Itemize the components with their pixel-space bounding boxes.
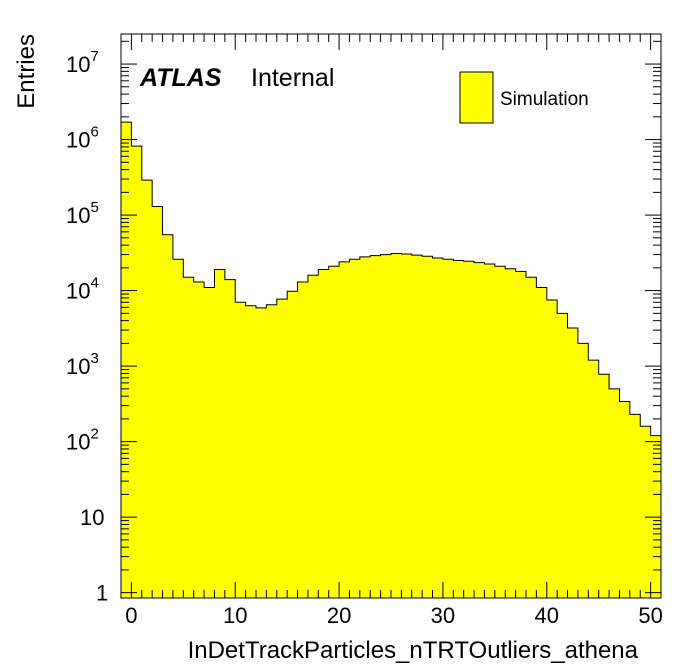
histogram-bin: [224, 279, 236, 598]
legend-swatch-simulation: [459, 71, 494, 124]
histogram-bin: [598, 374, 610, 598]
x-tick-label: 30: [431, 603, 455, 628]
histogram-bin: [172, 259, 184, 598]
histogram-bin: [463, 261, 475, 598]
y-tick-label: 105: [66, 199, 99, 228]
histogram-bin: [629, 414, 641, 598]
histogram-fill-layer: [120, 121, 662, 599]
histogram-bin: [442, 259, 454, 598]
y-tick-label: 102: [66, 426, 99, 455]
x-tick-label: 0: [125, 603, 137, 628]
x-tick-label: 50: [638, 603, 662, 628]
histogram-bin: [432, 258, 444, 598]
histogram-bin: [214, 269, 226, 598]
histogram-bin: [546, 300, 558, 598]
histogram-bin: [609, 388, 620, 598]
histogram-bin: [204, 287, 215, 598]
x-tick-labels: 0 10 20 30 40 50: [125, 603, 663, 628]
histogram-bin: [162, 234, 174, 599]
histogram-bin: [307, 275, 319, 598]
histogram-bin: [494, 266, 506, 598]
histogram-bin: [619, 401, 631, 598]
x-axis-title: InDetTrackParticles_nTRTOutliers_athena: [188, 637, 639, 664]
histogram-bin: [183, 277, 195, 598]
histogram-bin: [121, 122, 132, 598]
y-axis-title: Entries: [13, 34, 40, 109]
histogram-bin: [422, 256, 433, 598]
histogram-bin: [193, 281, 205, 598]
histogram-bin: [287, 291, 298, 598]
x-tick-label: 20: [327, 603, 351, 628]
histogram-bin: [526, 277, 537, 598]
histogram-bin: [505, 268, 517, 598]
histogram-bin: [328, 266, 340, 598]
plot-frame: [120, 33, 662, 599]
histogram-bin: [453, 260, 465, 598]
atlas-internal-label: Internal: [251, 64, 334, 92]
histogram-bin: [391, 253, 402, 598]
histogram-bin: [370, 255, 382, 598]
histogram-bin: [152, 206, 163, 599]
histogram-outline: [120, 121, 662, 598]
axis-ticks: [120, 34, 662, 598]
histogram-bin: [474, 262, 485, 598]
histogram-bin: [349, 259, 361, 598]
histogram-bin: [640, 426, 652, 598]
histogram-bin: [339, 261, 350, 598]
atlas-label: ATLAS: [139, 64, 222, 92]
histogram-bin: [515, 271, 527, 598]
histogram-bin: [536, 287, 548, 598]
histogram-bin: [359, 256, 371, 598]
histogram-bin: [401, 254, 413, 599]
histogram-bin: [588, 360, 600, 598]
histogram-bin: [380, 254, 392, 598]
y-tick-label: 107: [66, 48, 99, 77]
histogram-bin: [245, 305, 257, 598]
y-tick-label: 10: [80, 505, 104, 530]
histogram-bin: [577, 343, 589, 598]
x-tick-label: 10: [223, 603, 247, 628]
histogram-bin: [276, 299, 288, 598]
histogram-bin: [131, 146, 143, 598]
y-tick-label: 104: [66, 275, 99, 304]
y-tick-label: 106: [66, 124, 99, 153]
histogram-bin: [557, 313, 568, 598]
histogram-bin: [266, 304, 278, 598]
histogram-bin: [256, 307, 267, 598]
histogram-bin: [235, 302, 247, 598]
histogram-bin: [567, 327, 579, 598]
histogram-bin: [411, 255, 423, 598]
x-tick-label: 40: [535, 603, 559, 628]
histogram-bin: [141, 180, 153, 598]
histogram-bin: [318, 269, 330, 598]
histogram-bin: [484, 264, 496, 598]
y-tick-label: 103: [66, 350, 99, 379]
y-tick-label: 1: [96, 581, 108, 606]
y-tick-labels: 1 10 102 103 104 105 106 107: [66, 48, 108, 606]
histogram-bin: [297, 281, 309, 598]
legend-label-simulation: Simulation: [500, 89, 589, 110]
